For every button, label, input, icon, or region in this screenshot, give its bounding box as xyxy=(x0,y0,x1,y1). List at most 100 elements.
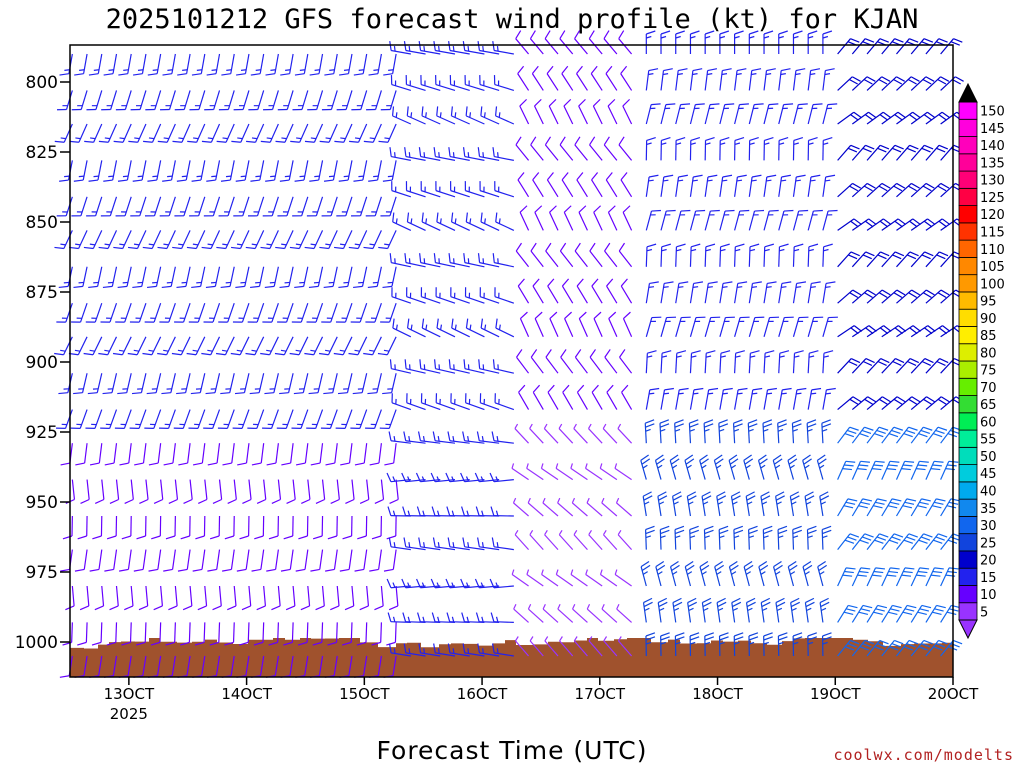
wind-barb xyxy=(334,123,353,143)
wind-barb xyxy=(304,336,324,356)
wind-barb xyxy=(98,230,118,250)
wind-barb xyxy=(194,622,206,646)
wind-barb xyxy=(234,373,250,395)
colorbar-swatch xyxy=(958,239,978,258)
wind-barb xyxy=(100,303,118,323)
wind-barb xyxy=(866,251,890,268)
wind-barb xyxy=(435,287,456,304)
wind-barb xyxy=(254,515,265,540)
wind-barb xyxy=(363,123,382,143)
wind-barb xyxy=(265,160,279,182)
wind-barb xyxy=(689,103,705,125)
wind-barb xyxy=(293,373,309,395)
credit-text: coolwx.com/modelts xyxy=(833,746,1014,764)
wind-barb xyxy=(369,549,382,572)
wind-barb xyxy=(445,472,470,483)
wind-barb xyxy=(896,396,921,411)
wind-barb xyxy=(290,123,309,143)
wind-barb xyxy=(718,632,729,657)
wind-barb xyxy=(203,196,221,217)
wind-barb xyxy=(881,218,907,231)
colorbar-swatch xyxy=(958,585,978,604)
wind-barb xyxy=(555,569,574,587)
wind-barb xyxy=(150,622,162,646)
wind-barb xyxy=(127,230,147,250)
wind-barb xyxy=(851,533,874,550)
wind-barb xyxy=(494,106,515,125)
wind-barb xyxy=(642,491,653,517)
wind-barb xyxy=(387,612,411,623)
wind-barb xyxy=(264,373,279,395)
wind-barb xyxy=(719,174,733,197)
wind-barb xyxy=(345,479,355,504)
wind-barb xyxy=(602,423,618,444)
wind-barb xyxy=(112,336,132,356)
wind-barb xyxy=(406,212,426,231)
wind-barb xyxy=(851,604,873,623)
y-tick-label: 825 xyxy=(26,143,58,163)
wind-barb xyxy=(619,349,633,374)
wind-barb xyxy=(86,196,103,217)
wind-barb xyxy=(192,443,206,466)
wind-barb xyxy=(180,622,191,646)
wind-barb xyxy=(136,515,147,540)
wind-barb xyxy=(218,196,235,217)
colorbar-swatch xyxy=(958,222,978,241)
wind-barb xyxy=(822,281,836,304)
wind-barb xyxy=(881,144,904,161)
wind-barb xyxy=(546,65,559,91)
wind-barb xyxy=(403,41,426,55)
colorbar-swatch xyxy=(958,429,978,448)
wind-barb xyxy=(851,289,876,304)
wind-barb xyxy=(660,316,677,337)
wind-barb xyxy=(304,123,324,143)
wind-barb xyxy=(675,350,687,374)
wind-barb xyxy=(837,144,860,161)
wind-barb xyxy=(910,251,934,268)
wind-barb xyxy=(689,387,704,410)
wind-barb xyxy=(342,622,353,646)
colorbar-label: 60 xyxy=(980,415,997,430)
wind-barb xyxy=(574,349,588,374)
wind-barb xyxy=(821,525,832,550)
wind-barb xyxy=(281,443,294,466)
wind-barb xyxy=(80,479,90,504)
wind-barb xyxy=(703,419,714,444)
wind-barb xyxy=(562,384,574,410)
colorbar-swatch xyxy=(958,153,978,172)
wind-barb xyxy=(448,41,470,55)
wind-barb xyxy=(232,409,250,429)
wind-barb xyxy=(315,585,325,611)
wind-barb xyxy=(910,76,935,91)
wind-barb xyxy=(704,174,718,197)
colorbar-label: 150 xyxy=(980,105,1005,120)
wind-barb xyxy=(124,585,134,611)
wind-barb xyxy=(589,136,603,161)
wind-barb xyxy=(806,419,817,444)
wind-barb xyxy=(896,426,918,444)
wind-barb xyxy=(420,393,441,411)
wind-barb xyxy=(778,281,792,304)
wind-barb xyxy=(519,98,530,125)
wind-barb xyxy=(94,585,105,611)
wind-barb xyxy=(102,373,118,395)
wind-barb xyxy=(463,359,485,374)
wind-barb xyxy=(418,147,441,161)
colorbar-swatch xyxy=(958,464,978,483)
wind-barb xyxy=(644,419,655,444)
wind-barb xyxy=(599,569,618,587)
wind-barb xyxy=(388,431,411,444)
wind-barb xyxy=(271,479,282,504)
wind-barb xyxy=(330,585,340,611)
wind-barb xyxy=(851,639,875,657)
wind-barb xyxy=(369,443,383,466)
wind-barb xyxy=(591,172,603,198)
wind-barb xyxy=(138,585,149,611)
wind-barb xyxy=(604,242,618,268)
wind-barb xyxy=(589,349,603,374)
wind-barb xyxy=(220,160,235,182)
wind-barb xyxy=(431,506,455,517)
wind-barb xyxy=(940,460,959,480)
wind-barb xyxy=(389,253,411,268)
wind-barb xyxy=(62,515,73,540)
